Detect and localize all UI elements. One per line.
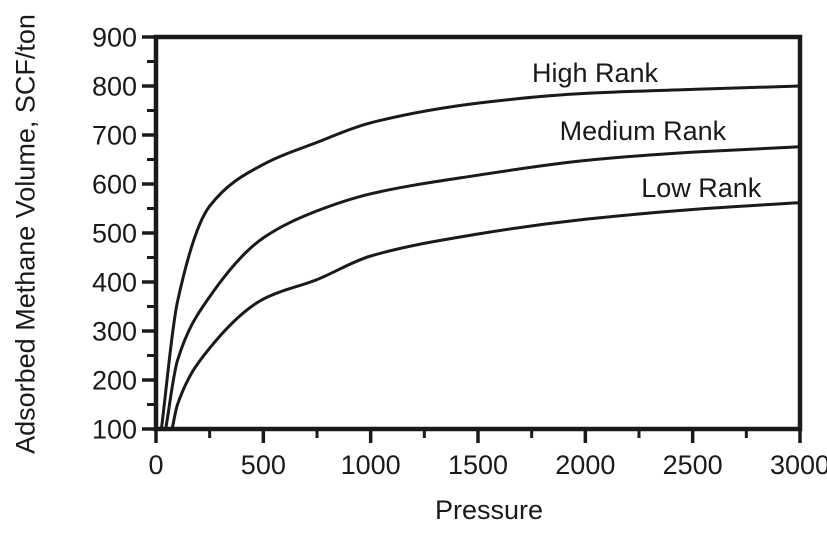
y-tick-label: 700 xyxy=(92,121,137,151)
x-tick-label: 1000 xyxy=(341,450,401,480)
x-tick-label: 0 xyxy=(148,450,163,480)
curve-high-rank xyxy=(159,84,802,431)
curve-low-rank xyxy=(170,201,802,431)
y-tick-label: 100 xyxy=(92,415,137,445)
x-tick-label: 2000 xyxy=(555,450,615,480)
x-tick-label: 2500 xyxy=(663,450,723,480)
y-axis-title: Adsorbed Methane Volume, SCF/ton xyxy=(10,14,41,454)
x-axis-title: Pressure xyxy=(434,495,544,525)
x-tick-label: 1500 xyxy=(448,450,508,480)
series-label-high-rank: High Rank xyxy=(532,58,659,88)
y-tick-label: 600 xyxy=(92,170,137,200)
curve-medium-rank xyxy=(164,145,802,431)
x-tick-label: 500 xyxy=(241,450,286,480)
y-tick-label: 400 xyxy=(92,268,137,298)
y-tick-label: 800 xyxy=(92,72,137,102)
series-label-medium-rank: Medium Rank xyxy=(560,116,727,146)
y-tick-label: 500 xyxy=(92,219,137,249)
x-tick-label: 3000 xyxy=(770,450,827,480)
series-label-low-rank: Low Rank xyxy=(641,173,762,203)
y-tick-label: 200 xyxy=(92,366,137,396)
y-tick-label: 300 xyxy=(92,317,137,347)
y-tick-label: 900 xyxy=(92,23,137,53)
